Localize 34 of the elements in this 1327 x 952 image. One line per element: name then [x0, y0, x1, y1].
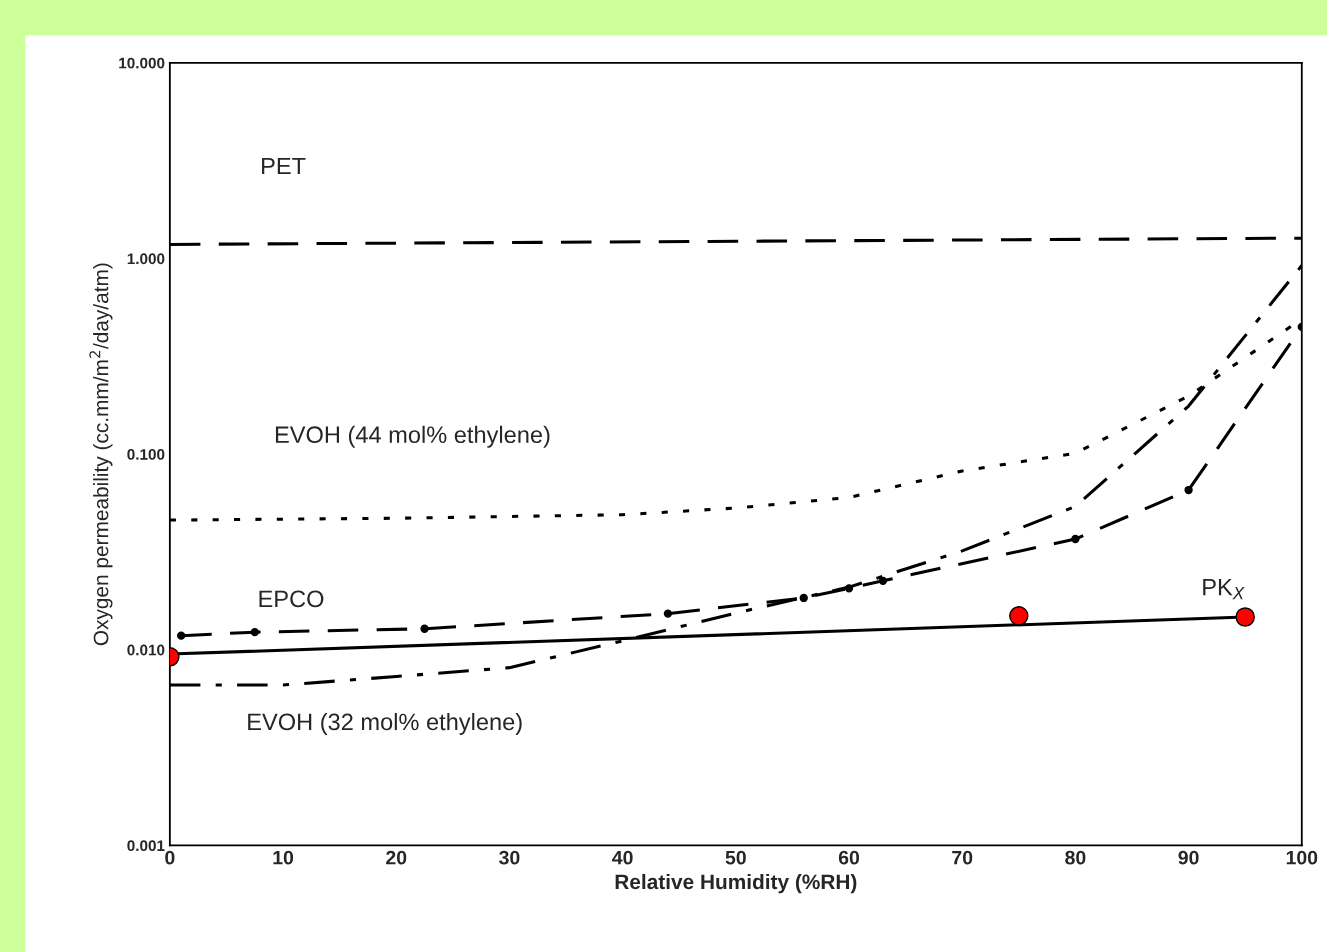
x-tick-label: 30: [499, 850, 520, 865]
point: [844, 584, 854, 593]
point: [799, 593, 808, 603]
point: [663, 609, 673, 618]
y-tick-label: 0.001: [127, 840, 165, 852]
x-tick-label: 70: [952, 850, 973, 865]
x-axis-title: Relative Humidity (%RH): [615, 873, 857, 894]
point: [878, 576, 888, 586]
y-tick-label: 0.010: [127, 644, 165, 656]
x-tick-label: 90: [1178, 850, 1199, 865]
point: [177, 631, 186, 640]
point: [1235, 607, 1255, 627]
x-tick-label: 100: [1286, 850, 1318, 865]
y-tick-label: 1.000: [127, 253, 165, 265]
series-label: EVOH (32 mol% ethylene): [248, 712, 522, 735]
x-tick-label: 80: [1065, 850, 1086, 865]
point: [1071, 534, 1080, 544]
x-tick-label: 50: [725, 850, 746, 865]
x-tick-label: 20: [386, 850, 407, 865]
series-label: PK$_{X}$: [1203, 579, 1245, 600]
y-tick-label: 0.100: [127, 448, 165, 460]
text: EVOH (44 mol% ethylene): [275, 425, 550, 448]
point: [1009, 606, 1029, 626]
x-tick-label: 0: [165, 850, 175, 865]
point: [420, 624, 429, 633]
x-tick-label: 10: [273, 850, 294, 865]
x-tick-label: 60: [838, 850, 860, 865]
y-tick-label: 10.000: [119, 57, 165, 69]
x-tick-label: 40: [612, 850, 633, 865]
text: PET: [262, 157, 306, 175]
point: [250, 627, 259, 637]
point: [1184, 485, 1193, 495]
y-axis-title: Oxygen permeability (cc.mm/m$^{2}$/day/atm): [89, 263, 113, 646]
series-label: EPCO: [259, 590, 324, 608]
